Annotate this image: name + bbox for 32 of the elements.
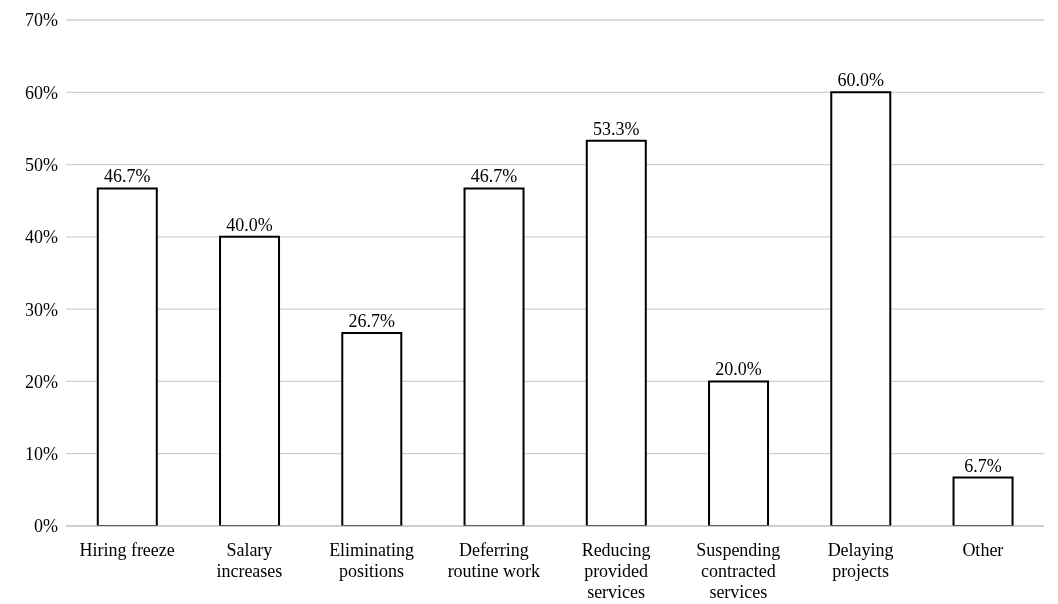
y-tick-label: 10%: [25, 444, 58, 465]
x-tick-label: Reducing provided services: [581, 540, 651, 602]
data-label: 26.7%: [348, 311, 396, 331]
data-label: 6.7%: [964, 455, 1002, 476]
x-tick-label: Salary increases: [216, 540, 283, 581]
x-tick-label: Eliminating positions: [329, 540, 415, 581]
y-tick-label: 0%: [34, 516, 58, 537]
data-label: 20.0%: [715, 359, 762, 380]
bar: [952, 476, 1014, 526]
data-label: 53.3%: [593, 118, 640, 139]
x-tick-label: Suspending contracted services: [696, 540, 781, 602]
y-tick-label: 30%: [25, 299, 58, 320]
bar: [463, 187, 525, 526]
x-tick-label: Deferring routine work: [447, 540, 541, 581]
y-tick-label: 50%: [25, 154, 58, 175]
y-tick-label: 20%: [25, 371, 58, 392]
bar: [585, 139, 647, 526]
data-label: 46.7%: [104, 166, 151, 187]
bar: [219, 235, 281, 526]
x-tick-label: Other: [962, 540, 1004, 560]
data-label: 46.7%: [470, 166, 518, 187]
x-tick-label: Hiring freeze: [79, 540, 175, 560]
y-tick-label: 40%: [25, 227, 58, 248]
data-label: 40.0%: [226, 214, 273, 235]
bar: [708, 380, 770, 526]
data-label: 60.0%: [837, 70, 885, 91]
x-tick-label: Delaying projects: [827, 540, 894, 581]
y-tick-label: 60%: [25, 82, 58, 103]
bar: [341, 332, 403, 526]
bar: [830, 91, 892, 526]
y-tick-label: 70%: [25, 10, 58, 31]
bar: [96, 187, 158, 526]
